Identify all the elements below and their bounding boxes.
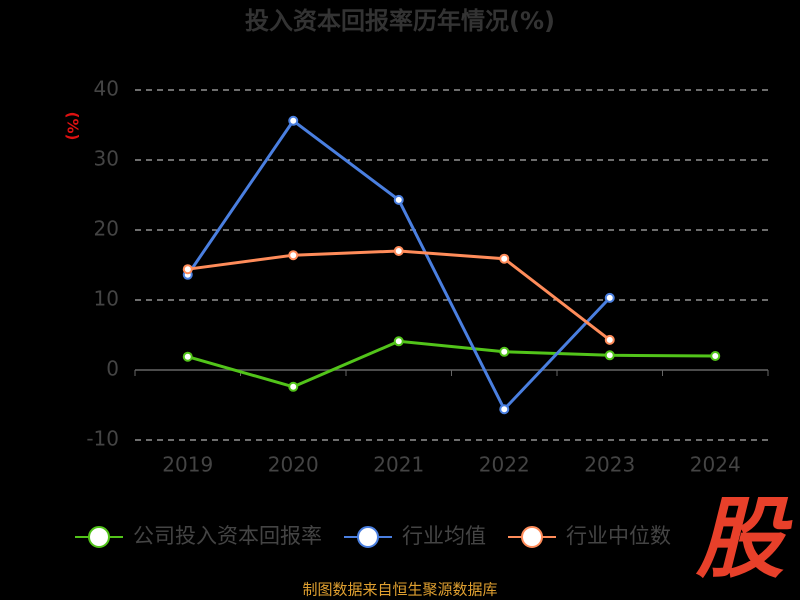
x-tick-label: 2020 [268,453,319,477]
data-point [288,250,299,261]
data-point [499,346,510,357]
y-tick-label: -10 [86,427,119,451]
data-point [393,246,404,256]
data-point [393,336,404,347]
data-point [288,381,299,392]
y-tick-label: 40 [94,77,119,101]
source-note: 制图数据来自恒生聚源数据库 [302,581,497,599]
legend-label: 行业均值 [402,524,486,548]
legend-marker [521,526,543,548]
y-axis-label: (%) [64,112,82,141]
series-line [187,339,716,389]
x-tick-label: 2021 [373,453,424,477]
data-point [182,264,193,275]
data-point [710,351,721,361]
x-tick-label: 2022 [479,453,530,477]
legend-marker [88,526,110,548]
series-line [186,118,611,412]
logo: 股 [695,487,793,590]
x-tick-label: 2023 [584,453,635,477]
data-point [288,115,299,126]
legend-marker [357,526,379,548]
data-point [604,350,615,361]
data-point [393,194,404,205]
y-tick-label: 0 [106,357,119,381]
data-point [499,404,510,415]
data-point [604,334,615,345]
legend-label: 行业中位数 [566,524,671,548]
data-point [604,292,615,303]
x-tick-label: 2019 [162,453,213,477]
y-tick-label: 20 [94,217,119,241]
data-point [499,253,510,264]
series-line [187,249,611,342]
legend-label: 公司投入资本回报率 [133,524,322,548]
y-tick-label: 10 [94,287,119,311]
x-tick-label: 2024 [690,453,741,477]
data-point [182,351,193,362]
y-tick-label: 30 [94,147,119,171]
chart-title: 投入资本回报率历年情况(%) [245,7,555,35]
